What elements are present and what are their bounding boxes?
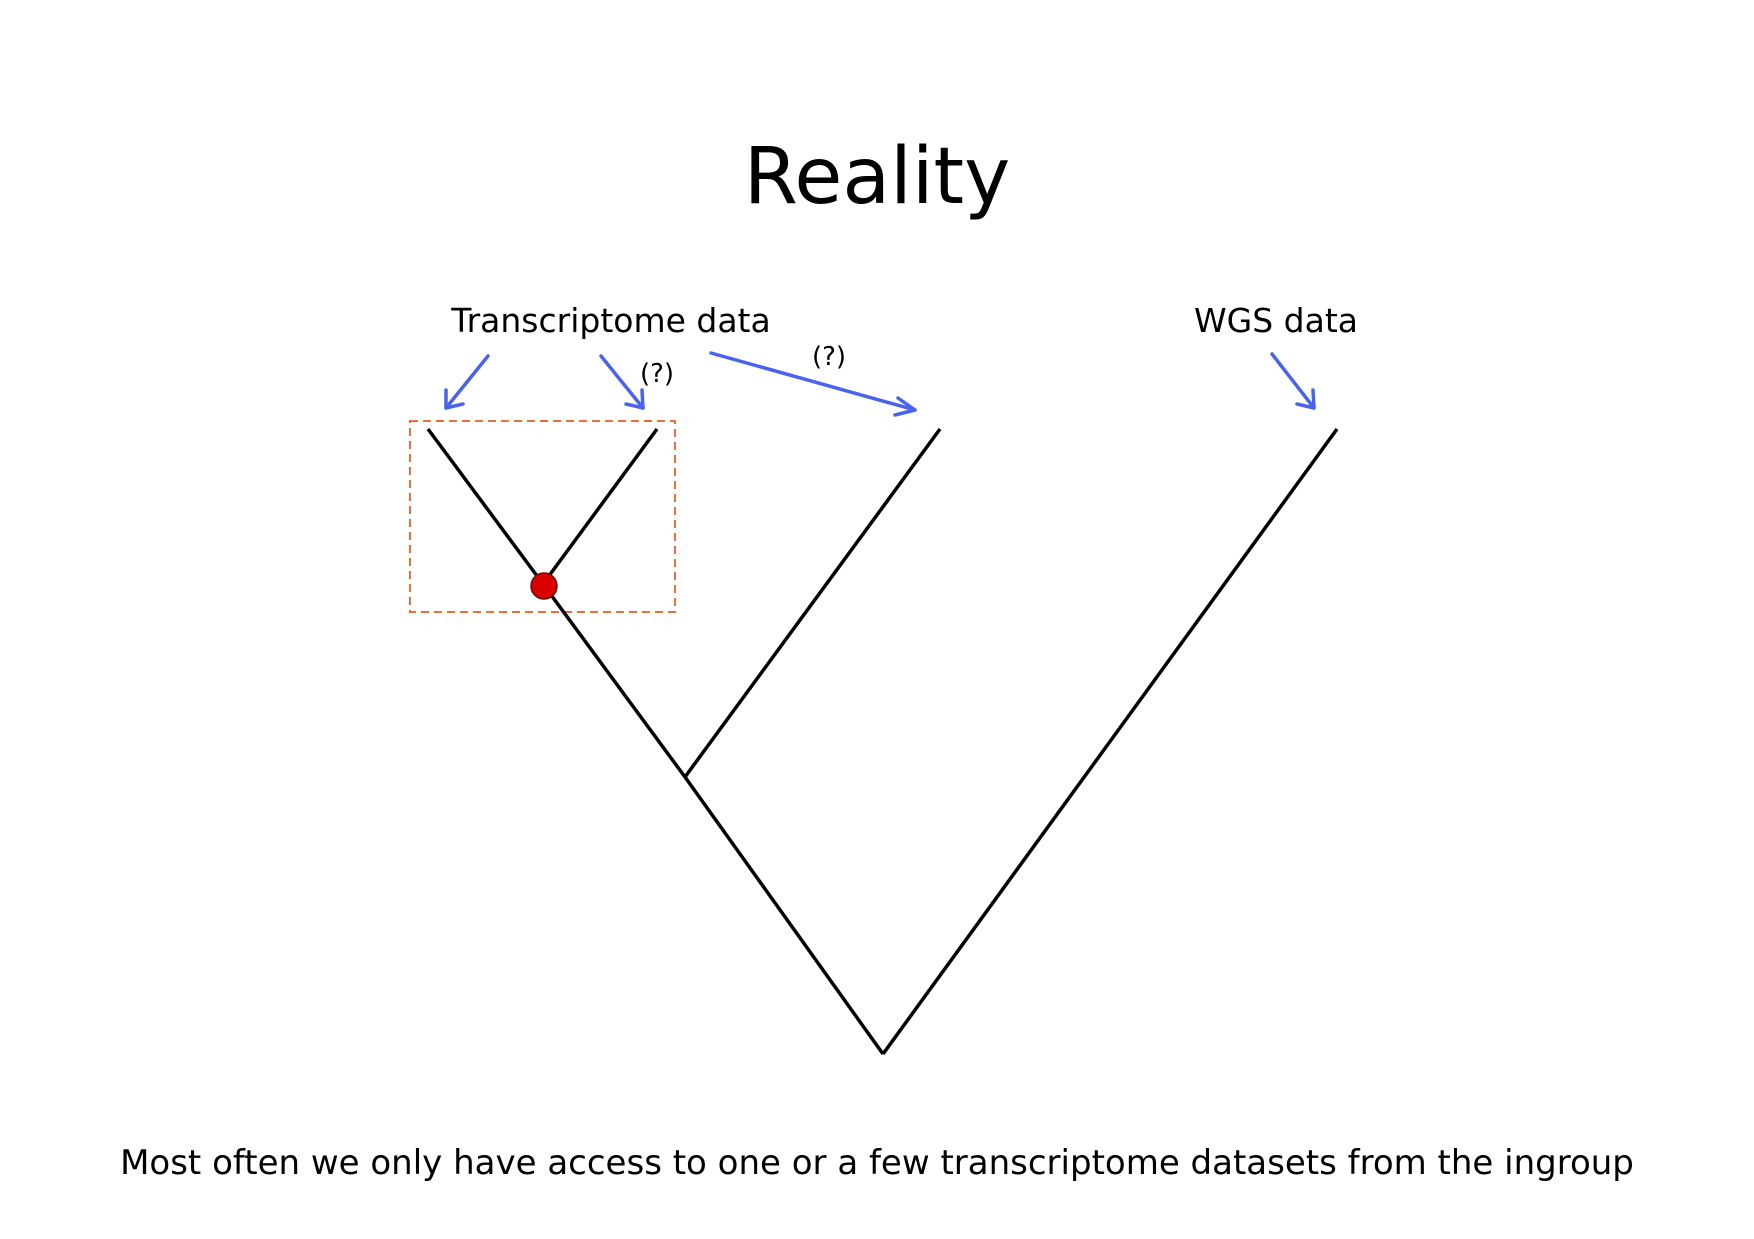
arrow-to-leaf-2 — [599, 354, 645, 410]
phylogenetic-tree — [426, 427, 1339, 1056]
highlight-box — [409, 420, 676, 613]
slide-caption: Most often we only have access to one or… — [120, 1143, 1634, 1183]
arrow-to-leaf-3 — [709, 351, 917, 417]
arrow-to-leaf-4 — [1270, 352, 1316, 410]
arrow-to-leaf-1 — [444, 354, 490, 410]
branch-leaf-1 — [426, 427, 545, 586]
wgs-data-label: WGS data — [1194, 301, 1358, 340]
branch-leaf-2 — [541, 427, 659, 586]
branch-leaf-3 — [683, 427, 942, 779]
branch-inner-2 — [683, 775, 885, 1056]
branch-inner-1 — [541, 582, 687, 779]
branch-leaf-4 — [881, 427, 1339, 1056]
duplication-node-marker — [530, 572, 558, 600]
uncertain-mark-2: (?) — [812, 342, 846, 372]
uncertain-mark-1: (?) — [640, 359, 674, 389]
transcriptome-data-label: Transcriptome data — [450, 301, 770, 340]
slide-title: Reality — [744, 132, 1011, 222]
